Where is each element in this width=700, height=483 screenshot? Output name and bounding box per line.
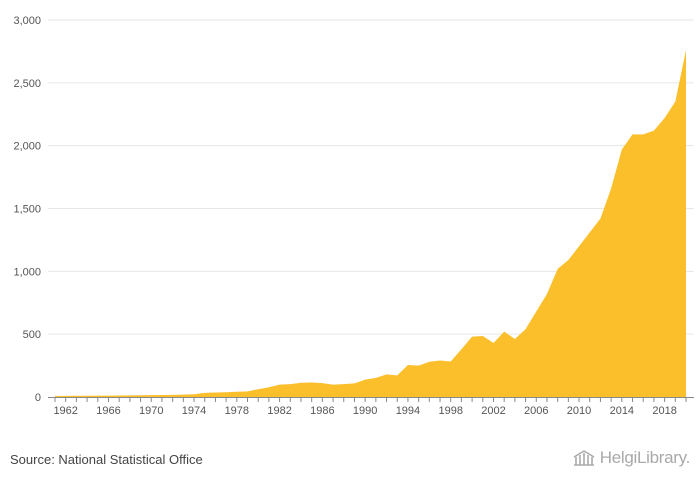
x-tick-label: 1986	[310, 405, 334, 417]
x-tick-label: 1966	[96, 405, 120, 417]
y-tick-label: 1,000	[13, 266, 41, 278]
x-tick-label: 1998	[438, 405, 462, 417]
x-tick-label: 2014	[610, 405, 634, 417]
chart-footer: Source: National Statistical Office Helg…	[0, 440, 700, 483]
library-building-icon	[573, 450, 595, 466]
area-fill	[55, 50, 686, 397]
x-tick-label: 2002	[481, 405, 505, 417]
axes: 0 500 1,000 1,500 2,000 2,500 3,000 1962 1966 197…	[13, 15, 694, 417]
brand-logo: HelgiLibrary.	[572, 448, 690, 468]
y-tick-label: 3,000	[13, 15, 41, 27]
area-series	[55, 50, 686, 397]
area-chart: 0 500 1,000 1,500 2,000 2,500 3,000 1962 1966 197…	[13, 15, 694, 417]
x-tick-label: 2010	[567, 405, 591, 417]
y-tick-label: 1,500	[13, 204, 41, 216]
brand-name: HelgiLibrary.	[599, 448, 691, 467]
y-tick-label: 0	[35, 392, 41, 404]
source-note: Source: National Statistical Office	[10, 452, 203, 467]
x-tick-label: 1994	[396, 405, 420, 417]
x-tick-label: 1978	[225, 405, 249, 417]
x-tick-label: 1982	[267, 405, 291, 417]
x-tick-label: 1962	[53, 405, 77, 417]
y-tick-label: 2,500	[13, 78, 41, 90]
x-tick-label: 1990	[353, 405, 377, 417]
y-tick-label: 2,000	[13, 141, 41, 153]
x-tick-label: 2006	[524, 405, 548, 417]
x-tick-label: 1974	[182, 405, 206, 417]
y-tick-label: 500	[23, 329, 41, 341]
x-tick-label: 2018	[652, 405, 676, 417]
x-tick-label: 1970	[139, 405, 163, 417]
